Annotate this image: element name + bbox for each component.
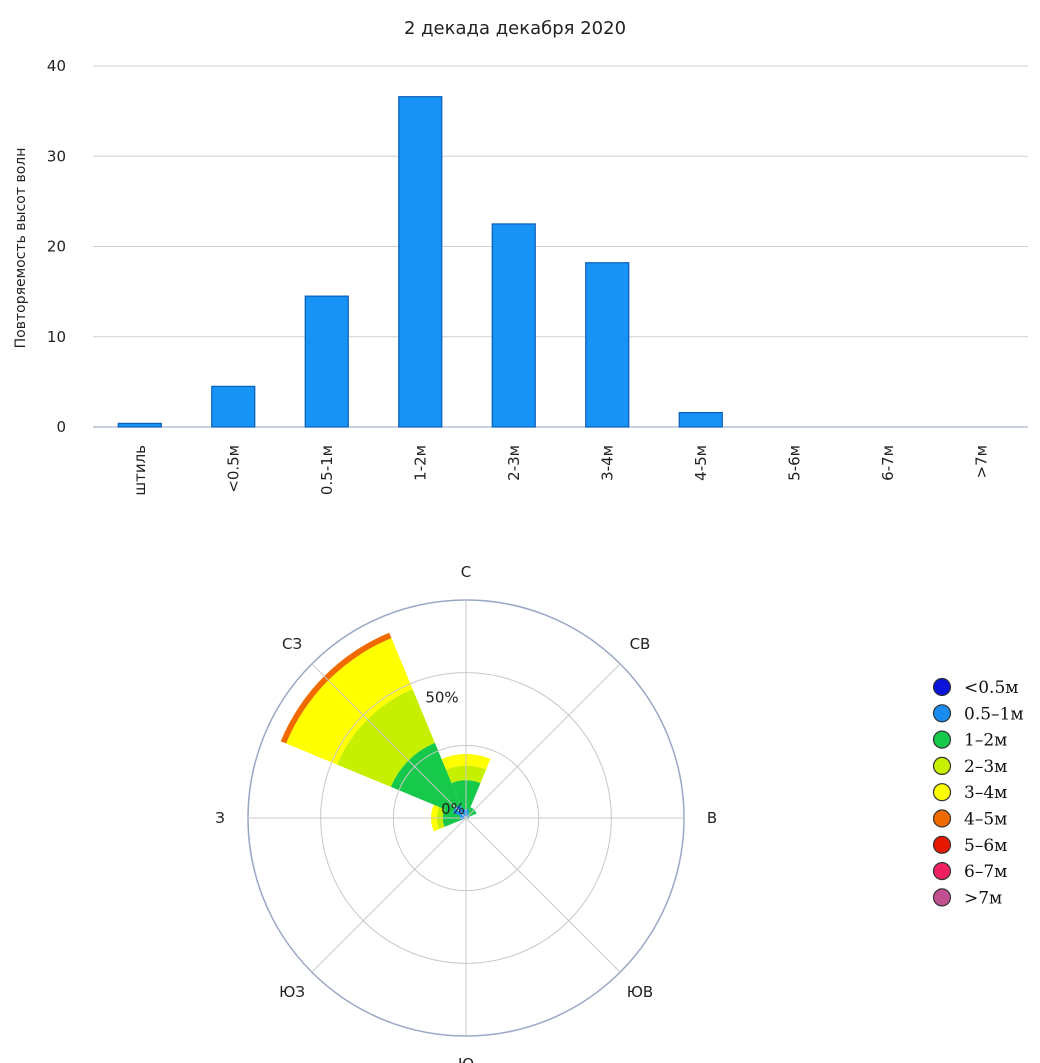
legend-label: <0.5м: [964, 678, 1019, 698]
rose-direction-labels: С СВ В ЮВ Ю ЮЗ З СЗ: [215, 563, 717, 1063]
bar: [117, 422, 162, 428]
x-tick-label: 1-2м: [411, 445, 429, 481]
rose-spoke: [465, 663, 621, 819]
y-tick-label: 0: [56, 418, 66, 436]
rose-ring-labels: 0% 50%: [425, 689, 465, 818]
y-tick-label: 20: [47, 238, 66, 256]
legend-marker: [932, 704, 952, 723]
direction-label: СВ: [630, 635, 651, 653]
legend-marker: [932, 756, 952, 776]
rose-spoke: [311, 817, 467, 973]
legend-marker: [932, 809, 952, 828]
bar: [211, 385, 256, 428]
x-tick-label: 0.5-1м: [318, 445, 336, 495]
ring-label: 0%: [441, 800, 465, 818]
x-tick-label: >7м: [972, 445, 990, 478]
direction-label: З: [215, 809, 225, 827]
legend: <0.5м 0.5–1м 1–2м 2–3м 3–4м 4–5м 5–6м 6–7м >7м: [932, 677, 1024, 908]
legend-marker: [932, 861, 952, 881]
legend-marker: [932, 888, 952, 907]
legend-label: >7м: [964, 888, 1002, 908]
legend-label: 0.5–1м: [964, 704, 1024, 724]
x-tick-label: 3-4м: [598, 445, 616, 481]
legend-label: 6–7м: [964, 862, 1007, 882]
legend-marker: [932, 783, 952, 802]
x-tick-label: 2-3м: [505, 445, 523, 481]
direction-label: ЮВ: [627, 983, 653, 1001]
bar: [398, 96, 443, 428]
y-tick-label: 40: [47, 57, 66, 75]
rose-spoke: [465, 817, 621, 973]
bar: [585, 262, 630, 428]
legend-label: 2–3м: [964, 757, 1007, 777]
legend-marker: [932, 677, 952, 697]
y-axis-label: Повторяемость высот волн: [13, 148, 29, 349]
bar-grid: [93, 65, 1028, 428]
legend-label: 5–6м: [964, 836, 1007, 856]
chart-title: 2 декада декабря 2020: [404, 18, 626, 39]
ring-label: 50%: [425, 689, 458, 707]
y-tick-labels: 0 10 20 30 40: [47, 57, 66, 436]
direction-label: В: [707, 809, 717, 827]
x-tick-label: 4-5м: [692, 445, 710, 481]
bar: [491, 223, 536, 428]
x-tick-label: 5-6м: [785, 445, 803, 481]
x-tick-label: штиль: [131, 445, 149, 496]
y-tick-label: 30: [47, 147, 66, 165]
legend-marker: [932, 730, 952, 749]
bars: [117, 96, 723, 428]
rose-grid: [247, 599, 685, 1037]
x-tick-label: 6-7м: [879, 445, 897, 481]
rose-spoke: [311, 663, 467, 819]
legend-label: 1–2м: [964, 731, 1007, 751]
x-tick-label: <0.5м: [224, 445, 242, 493]
direction-label: С: [461, 563, 471, 581]
bar: [678, 411, 723, 428]
legend-label: 4–5м: [964, 810, 1007, 830]
direction-label: ЮЗ: [279, 983, 305, 1001]
wave-height-bar-chart: 2 декада декабря 2020 Повторяемость высо…: [13, 18, 1028, 496]
bar: [304, 295, 349, 428]
direction-label: Ю: [458, 1055, 474, 1063]
y-tick-label: 10: [47, 328, 66, 346]
legend-marker: [932, 835, 952, 854]
wave-direction-rose-chart: С СВ В ЮВ Ю ЮЗ З СЗ 0% 50%: [215, 563, 717, 1063]
legend-label: 3–4м: [964, 783, 1007, 803]
direction-label: СЗ: [282, 635, 302, 653]
x-tick-labels: штиль <0.5м 0.5-1м 1-2м 2-3м 3-4м 4-5м 5-6м 6-7м…: [131, 445, 991, 496]
